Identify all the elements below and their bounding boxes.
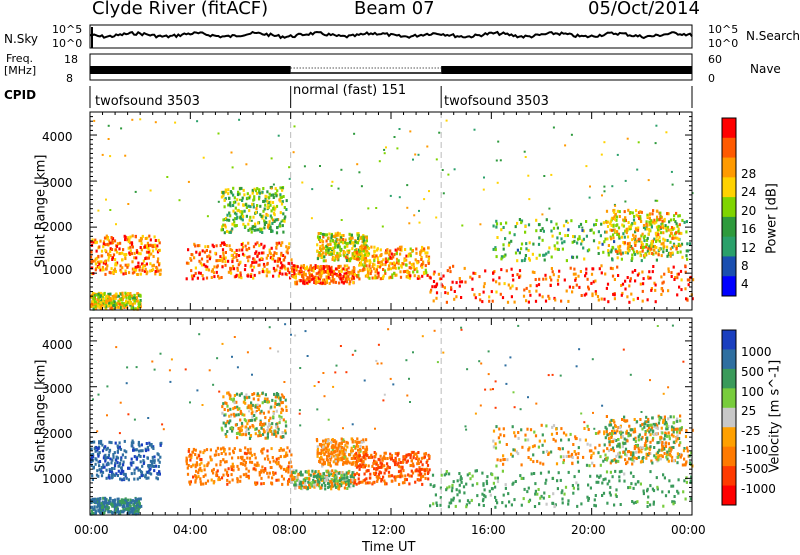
power-y-tick-1000: 1000 (42, 263, 73, 277)
velocity-cbar-tick-minus25: -25 (741, 424, 761, 438)
power-region-0 (90, 234, 162, 276)
power-colorbar-swatch-2 (722, 158, 736, 178)
power-cbar-tick-20: 20 (741, 204, 756, 218)
velocity-colorbar-swatch-6 (722, 447, 736, 467)
velocity-y-tick-3000: 3000 (42, 382, 73, 396)
power-colorbar-swatch-6 (722, 237, 736, 257)
nsky-trace (90, 32, 692, 38)
power-cbar-tick-4: 4 (741, 277, 749, 291)
velocity-y-tick-4000: 4000 (42, 338, 73, 352)
nave-label: Nave (750, 62, 781, 76)
cpid-segment-1: twofsound 3503 (95, 94, 200, 109)
power-colorbar-swatch-5 (722, 217, 736, 237)
power-colorbar-swatch-3 (722, 177, 736, 197)
freq-scale-bottom: 8 (66, 72, 73, 85)
nsky-label: N.Sky (4, 32, 38, 46)
power-cbar-tick-28: 28 (741, 167, 756, 181)
freq-bar-segment-1 (90, 66, 291, 74)
power-colorbar-swatch-1 (722, 138, 736, 158)
power-colorbar-swatch-7 (722, 256, 736, 276)
velocity-panel-bg (90, 318, 692, 515)
x-tick-6: 00:00 (671, 523, 706, 537)
power-cbar-tick-24: 24 (741, 185, 756, 199)
y-axis-title-power: Slant Range [km] (34, 158, 49, 268)
power-cbar-tick-8: 8 (741, 259, 749, 273)
date-title: 05/Oct/2014 (588, 0, 700, 19)
velocity-cbar-tick-minus500: -500 (741, 462, 768, 476)
x-tick-4: 16:00 (471, 523, 506, 537)
beam-title: Beam 07 (354, 0, 435, 19)
velocity-colorbar-swatch-1 (722, 349, 736, 369)
power-colorbar-swatch-4 (722, 197, 736, 217)
power-colorbar-swatch-0 (722, 118, 736, 138)
cpid-label: CPID (4, 88, 36, 102)
nsearch-scale-top: 10^5 (708, 23, 738, 36)
nsearch-label: N.Search (746, 29, 800, 43)
power-cbar-tick-12: 12 (741, 241, 756, 255)
power-panel-bg (90, 112, 692, 310)
velocity-colorbar-swatch-3 (722, 388, 736, 408)
x-axis-title: Time UT (362, 540, 415, 555)
velocity-cbar-tick-25: 25 (741, 404, 756, 418)
x-tick-2: 08:00 (272, 523, 307, 537)
velocity-y-tick-2000: 2000 (42, 427, 73, 441)
x-tick-5: 20:00 (571, 523, 606, 537)
velocity-colorbar-swatch-7 (722, 466, 736, 486)
velocity-colorbar-swatch-2 (722, 369, 736, 389)
velocity-cbar-label: Velocity [m s^-1] (768, 363, 783, 473)
x-tick-0: 00:00 (74, 523, 109, 537)
power-y-tick-3000: 3000 (42, 176, 73, 190)
station-title: Clyde River (fitACF) (92, 0, 268, 19)
freq-units-label: [MHz] (4, 64, 36, 77)
velocity-colorbar-swatch-0 (722, 330, 736, 350)
power-colorbar-swatch-8 (722, 276, 736, 296)
velocity-cbar-tick-minus1000: -1000 (741, 482, 776, 496)
cpid-segment-2: normal (fast) 151 (293, 83, 406, 98)
velocity-colorbar-swatch-8 (722, 486, 736, 506)
nsearch-scale-bottom: 10^0 (708, 37, 738, 50)
velocity-colorbar-swatch-5 (722, 427, 736, 447)
nsky-scale-top: 10^5 (52, 23, 82, 36)
nave-scale-bottom: 0 (708, 72, 715, 85)
velocity-cbar-tick-minus100: -100 (741, 443, 768, 457)
velocity-y-tick-1000: 1000 (42, 472, 73, 486)
velocity-cbar-tick-500: 500 (741, 365, 764, 379)
freq-bar-segment-3 (441, 66, 692, 74)
cpid-segment-3: twofsound 3503 (444, 94, 549, 109)
power-y-tick-4000: 4000 (42, 130, 73, 144)
x-tick-1: 04:00 (173, 523, 208, 537)
x-tick-3: 12:00 (371, 523, 406, 537)
power-y-tick-2000: 2000 (42, 220, 73, 234)
power-cbar-label: Power [dB] (765, 179, 780, 259)
freq-scale-top: 18 (64, 53, 78, 66)
velocity-cbar-tick-1000: 1000 (741, 345, 772, 359)
nsky-scale-bottom: 10^0 (52, 37, 82, 50)
y-axis-title-velocity: Slant Range [km] (34, 363, 49, 473)
velocity-colorbar-swatch-4 (722, 408, 736, 428)
nave-scale-top: 60 (708, 53, 722, 66)
power-cbar-tick-16: 16 (741, 222, 756, 236)
velocity-cbar-tick-100: 100 (741, 385, 764, 399)
